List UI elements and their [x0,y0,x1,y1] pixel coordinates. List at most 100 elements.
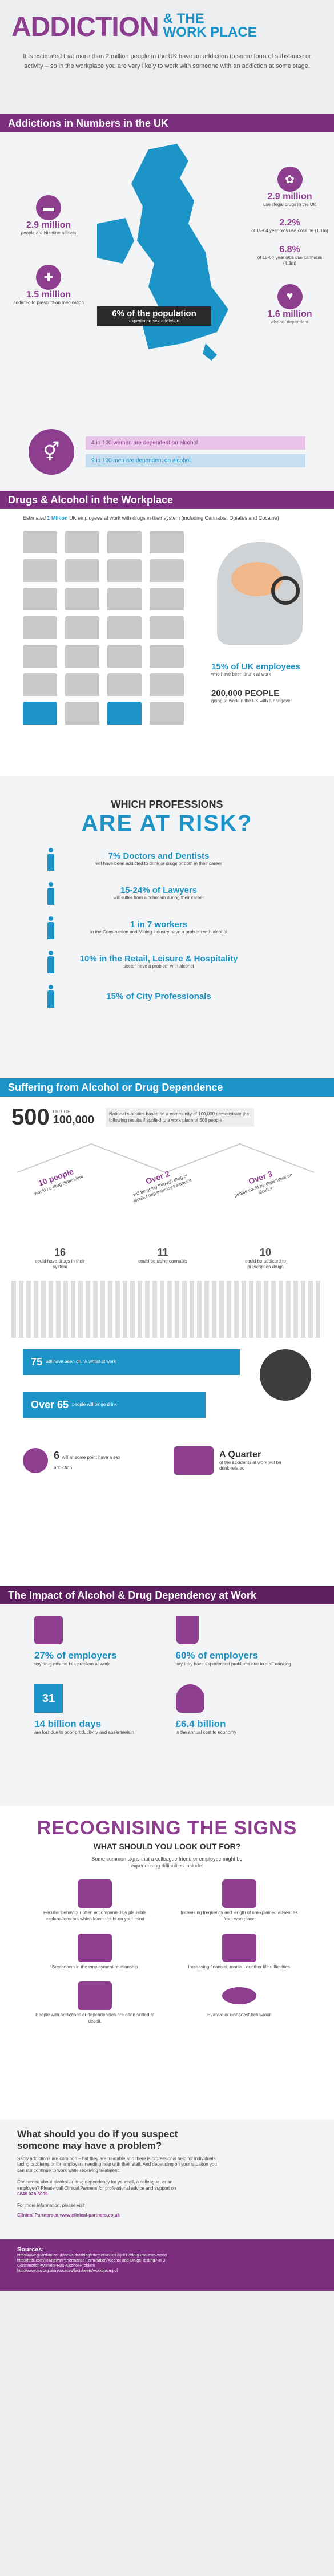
professions-heading-a: WHICH PROFESSIONS [111,799,223,810]
worker-desk-icon [150,616,184,639]
suspect-concern: Concerned about alcohol or drug dependen… [17,2179,176,2191]
worker-desk-icon [107,588,142,610]
profession-label: will have been addicted to drink or drug… [95,861,222,867]
worker-desk-icon [65,616,99,639]
worker-desk-icon [107,616,142,639]
worker-desk-icon [107,673,142,696]
sign-item: Increasing financial, marital, or other … [179,1934,300,1970]
bar-scene-icon [260,1349,311,1401]
men-stat: 9 in 100 men are dependent on alcohol [86,454,305,467]
impact-item: £6.4 billion in the annual cost to econo… [175,1684,300,1736]
argument-icon [78,1934,112,1963]
suspect-body: Sadly addictions are common – but they a… [17,2156,217,2173]
lawyer-icon [47,882,55,905]
branch-lines [17,1143,315,1174]
out-of-label: OUT OF [53,1109,70,1114]
intro-text: It is estimated that more than 2 million… [23,53,311,70]
stat-nicotine-value: 2.9 million [26,220,71,230]
phone-number[interactable]: 0845 026 8099 [17,2191,48,2197]
stat-cannabis-value: 6.8% [279,244,300,254]
sources-section: Sources: http://www.guardian.co.uk/news/… [0,2239,334,2291]
profession-label: will suffer from alcoholism during their… [113,895,204,901]
header: ADDICTION & THE WORK PLACE It is estimat… [0,0,334,114]
center-badge: 6% of the population experience sex addi… [97,306,211,326]
worker-desk-icon [65,702,99,725]
suffering-heading: Suffering from Alcohol or Drug Dependenc… [0,1078,334,1097]
stat-cocaine-label: of 15-64 year olds use cocaine (1.1m) [251,228,328,234]
source-line[interactable]: http://www.ias.org.uk/resources/factshee… [17,2269,118,2274]
sign-item: People with addictions or dependencies a… [34,1981,156,2024]
worker-desk-icon [150,559,184,582]
crowd-icons [11,1281,323,1338]
sign-label: Peculiar behaviour often accompanied by … [43,1910,147,1922]
gender-icon: ⚥ [29,429,74,475]
worker-drunk-icon [23,702,57,725]
branch-sub-value: 11 [157,1247,168,1258]
drunk-at-work-label: who have been drunk at work [211,672,271,677]
uk-map-icon [97,144,228,361]
mask-icon [222,1987,256,2005]
profession-value: 1 in 7 workers [130,920,188,930]
signs-heading: RECOGNISING THE SIGNS [37,1817,297,1839]
site-link[interactable]: Clinical Partners at www.clinical-partne… [17,2212,120,2218]
binge-banner: Over 65 people will binge drink [23,1392,206,1418]
stat-nicotine-label: people are Nicotine addicts [21,230,77,236]
brain-head-icon [217,542,303,645]
source-line[interactable]: http://hr.bl.com/HR/news/Performance-Ter… [17,2259,166,2263]
impact-value: 27% of employers [34,1650,117,1661]
sign-label: Increasing financial, marital, or other … [188,1964,291,1970]
worker-desk-icon [107,559,142,582]
waiter-icon [47,951,55,973]
worker-desk-icon [107,531,142,553]
branch-sub-value: 10 [259,1247,272,1258]
branch-sub-label: could be using cannabis [138,1259,187,1264]
worker-desk-icon [65,531,99,553]
impact-label: in the annual cost to economy [175,1730,236,1736]
source-line[interactable]: http://www.guardian.co.uk/news/datablog/… [17,2254,167,2258]
magnifier-icon [271,576,300,605]
impact-item: 60% of employers say they have experienc… [175,1616,300,1667]
sex-addiction-value: 6 [54,1449,60,1461]
worker-desk-icon [23,673,57,696]
worker-desk-icon [65,673,99,696]
suffering-section: Suffering from Alcohol or Drug Dependenc… [0,1078,334,1586]
suspect-heading: What should you do if you suspect someon… [17,2129,178,2151]
worker-desk-icon [23,559,57,582]
money-bag-icon [175,1684,204,1713]
profession-label: sector have a problem with alcohol [123,964,194,969]
profession-row: 10% in the Retail, Leisure & Hospitality… [46,951,334,973]
worker-desk-icon [150,673,184,696]
worker-desk-icon [65,645,99,668]
sign-item: Increasing frequency and length of unexp… [179,1879,300,1922]
branch-sub-value: 16 [54,1247,66,1258]
profession-row: 15-24% of Lawyers will suffer from alcoh… [46,882,334,905]
source-line[interactable]: Construction-Workers-Has-Alcohol-Problem [17,2264,95,2268]
medicine-bottle-icon [34,1616,63,1644]
stat-alcohol-label: alcohol dependent [271,319,309,325]
branch-sub-label: could have drugs in their system [35,1259,85,1270]
hangover-label: going to work in the UK with a hangover [211,698,292,704]
title-workplace: WORK PLACE [163,25,257,40]
worker-drunk-icon [107,702,142,725]
profession-row: 15% of City Professionals [46,985,334,1008]
empty-desk-icon [222,1879,256,1908]
quarter-value: A Quarter [219,1449,261,1459]
impact-item: 27% of employers say drug misuse is a pr… [34,1616,159,1667]
more-info: For more information, please visit [17,2203,85,2209]
impact-item: 31 14 billion days are lost due to poor … [34,1684,159,1736]
profession-row: 1 in 7 workers in the Construction and M… [46,916,334,939]
binge-label: people will binge drink [72,1402,117,1408]
suffering-big: 500 [11,1105,50,1130]
impact-label: are lost due to poor productivity and ab… [34,1730,134,1736]
sign-label: Breakdown in the employment relationship [51,1964,138,1970]
worker-desk-icon [107,645,142,668]
sign-label: People with addictions or dependencies a… [35,2012,155,2024]
impact-value: 14 billion days [34,1718,102,1730]
title-addiction: ADDICTION [11,12,159,42]
drunk-label: will have been drunk whilst at work [46,1359,116,1365]
calendar-icon: 31 [34,1684,63,1713]
numbers-heading: Addictions in Numbers in the UK [0,114,334,132]
workplace-section: Drugs & Alcohol in the Workplace Estimat… [0,491,334,776]
women-stat: 4 in 100 women are dependent on alcohol [86,436,305,450]
